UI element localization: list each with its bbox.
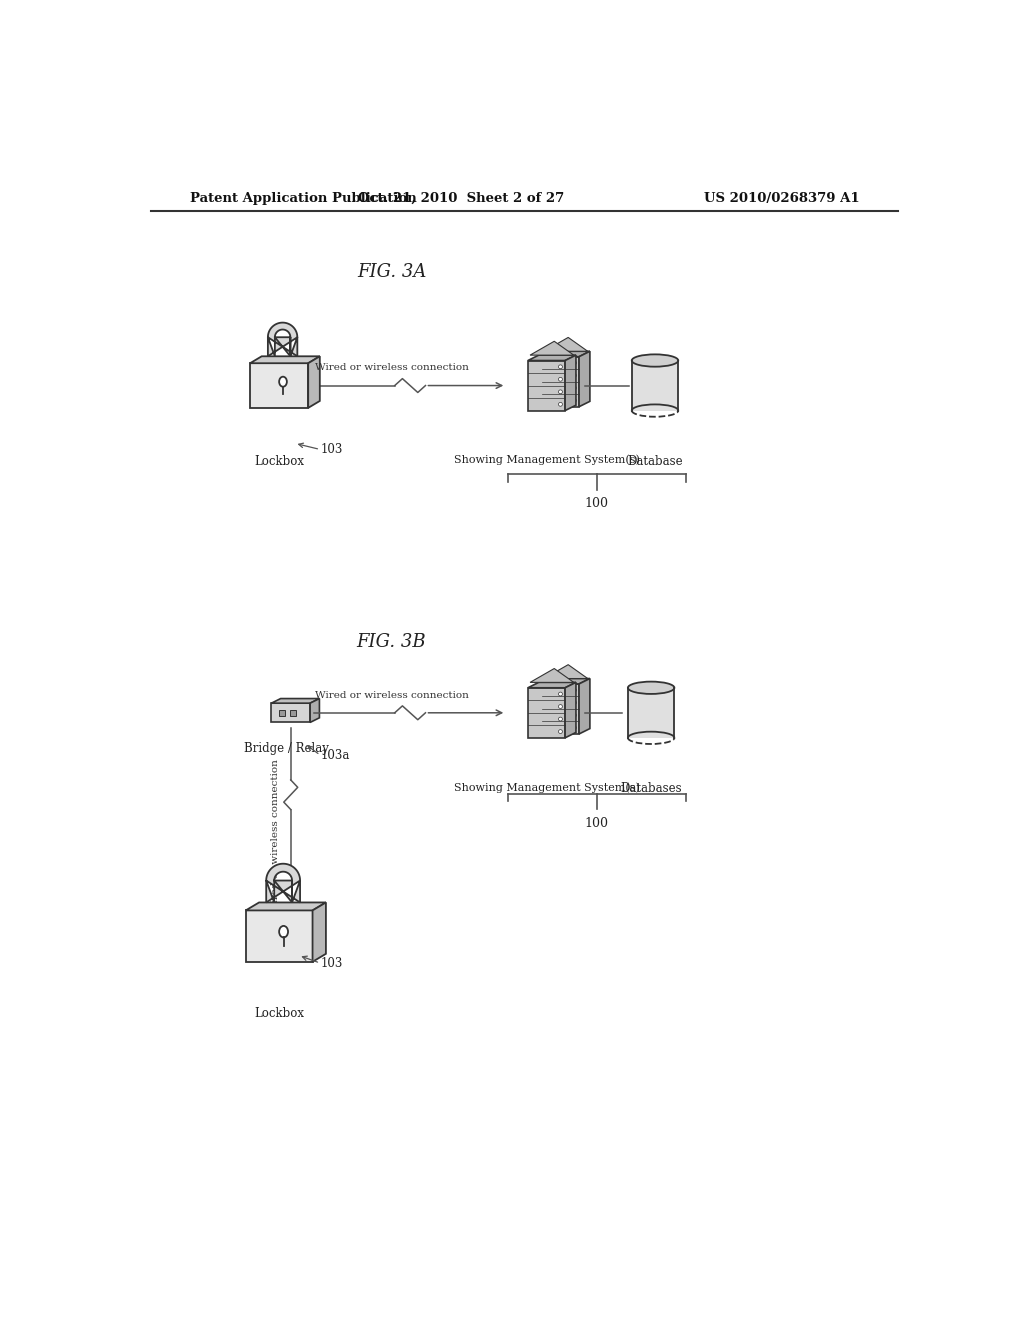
Text: FIG. 3B: FIG. 3B	[356, 634, 426, 651]
Polygon shape	[250, 356, 319, 363]
Text: 103a: 103a	[321, 748, 349, 762]
Text: Oct. 21, 2010  Sheet 2 of 27: Oct. 21, 2010 Sheet 2 of 27	[358, 191, 564, 205]
Bar	[528, 360, 565, 411]
Ellipse shape	[280, 376, 287, 387]
Polygon shape	[528, 355, 575, 360]
Polygon shape	[579, 678, 590, 734]
Text: Showing Management System(s): Showing Management System(s)	[454, 781, 639, 793]
Polygon shape	[530, 342, 573, 355]
Text: 100: 100	[585, 498, 609, 511]
Text: Bridge / Relay: Bridge / Relay	[245, 742, 330, 755]
Text: 103: 103	[321, 444, 343, 455]
Polygon shape	[542, 351, 590, 356]
Polygon shape	[544, 338, 588, 351]
Bar	[542, 356, 579, 407]
Polygon shape	[565, 355, 575, 411]
Circle shape	[558, 403, 562, 407]
Circle shape	[572, 399, 577, 403]
Circle shape	[558, 730, 562, 734]
Circle shape	[558, 717, 562, 721]
Circle shape	[572, 688, 577, 692]
Circle shape	[558, 692, 562, 696]
Polygon shape	[528, 682, 575, 688]
Text: US 2010/0268379 A1: US 2010/0268379 A1	[703, 191, 859, 205]
Bar	[628, 688, 675, 738]
Polygon shape	[246, 903, 326, 911]
Text: Lockbox: Lockbox	[254, 1007, 304, 1020]
Ellipse shape	[280, 925, 288, 937]
Text: Databases: Databases	[621, 781, 682, 795]
Bar	[632, 360, 678, 411]
Bar	[528, 688, 565, 738]
Circle shape	[572, 385, 577, 389]
Circle shape	[558, 705, 562, 709]
Polygon shape	[565, 682, 575, 738]
Text: FIG. 3A: FIG. 3A	[356, 264, 426, 281]
Ellipse shape	[632, 354, 678, 367]
Polygon shape	[266, 863, 300, 903]
Circle shape	[558, 364, 562, 368]
Text: Database: Database	[627, 455, 683, 467]
Polygon shape	[268, 322, 297, 356]
Polygon shape	[308, 356, 319, 408]
Bar	[542, 684, 579, 734]
Polygon shape	[544, 665, 588, 678]
Polygon shape	[530, 668, 573, 682]
Circle shape	[572, 701, 577, 705]
Text: Wired or wireless connection: Wired or wireless connection	[270, 759, 280, 913]
Polygon shape	[579, 351, 590, 407]
FancyBboxPatch shape	[246, 911, 312, 962]
Circle shape	[558, 389, 562, 393]
Circle shape	[572, 374, 577, 378]
Circle shape	[572, 713, 577, 717]
Polygon shape	[542, 678, 590, 684]
Text: Wired or wireless connection: Wired or wireless connection	[314, 363, 468, 372]
Polygon shape	[271, 698, 319, 704]
Text: Wired or wireless connection: Wired or wireless connection	[314, 692, 468, 701]
Bar	[290, 710, 296, 715]
Text: 103: 103	[321, 957, 343, 970]
Polygon shape	[310, 698, 319, 722]
Text: Patent Application Publication: Patent Application Publication	[190, 191, 417, 205]
Polygon shape	[271, 704, 310, 722]
FancyBboxPatch shape	[250, 363, 308, 408]
Text: Lockbox: Lockbox	[254, 455, 304, 467]
Circle shape	[572, 726, 577, 730]
Circle shape	[558, 378, 562, 381]
Ellipse shape	[628, 681, 675, 694]
Text: Showing Management System(s): Showing Management System(s)	[454, 455, 639, 466]
Text: 100: 100	[585, 817, 609, 830]
Bar	[280, 710, 286, 715]
Circle shape	[572, 360, 577, 364]
Polygon shape	[312, 903, 326, 962]
